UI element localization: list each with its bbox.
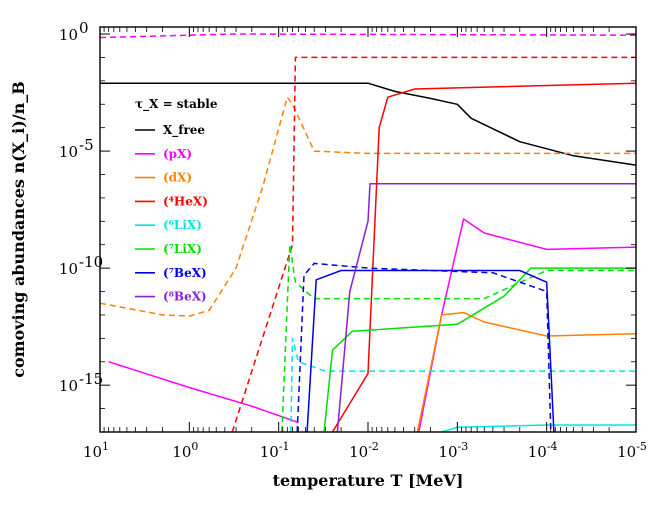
series-line-0-solid: [100, 82, 636, 166]
x-tick-labels: 101 100 10-1 10-2 10-3 10-4 10-5: [83, 440, 647, 461]
x-tick-label: 10-1: [260, 440, 290, 461]
series-line-1-dashed: [100, 33, 636, 39]
y-tick-label: 10: [59, 143, 78, 161]
x-tick-label: 10-4: [528, 440, 558, 461]
x-tick-label: 101: [83, 440, 109, 461]
y-tick-exponent: -5: [79, 136, 94, 154]
x-tick-exponent: 0: [191, 440, 198, 453]
y-tick-exponent: 0: [79, 19, 89, 37]
x-tick-exponent: -1: [279, 440, 290, 453]
series-line-14-solid: [336, 183, 636, 432]
y-tick-exponent: -10: [79, 253, 103, 271]
series-line-10-dashed: [281, 243, 636, 432]
x-tick-label: 10-2: [349, 440, 379, 461]
x-tick-exponent: -3: [458, 440, 469, 453]
series-line-2-solid: [108, 361, 299, 424]
legend-label: (pX): [163, 147, 192, 161]
axis-ticks: [99, 27, 637, 433]
series-line-3-solid: [418, 218, 636, 432]
x-tick-exponent: -4: [547, 440, 558, 453]
series-line-11-solid: [323, 267, 636, 432]
plot-lines: [100, 33, 636, 432]
series-line-13-solid: [306, 269, 555, 432]
legend-label: (⁶LiX): [163, 218, 202, 232]
series-line-4-dashed: [100, 96, 636, 317]
legend: τ_X = stable X_free (pX) (dX) (⁴HeX) (⁶LiX) (⁷…: [135, 97, 218, 304]
legend-label: (⁷BeX): [163, 266, 207, 280]
series-line-7-solid: [331, 82, 636, 432]
y-tick-label: 10: [59, 377, 78, 395]
legend-label: X_free: [163, 123, 205, 138]
legend-label: (⁴HeX): [163, 194, 208, 208]
series-line-9-solid: [441, 424, 636, 432]
y-axis-label: comoving abundances n(X_i)/n_B: [9, 81, 28, 378]
legend-label: (⁷LiX): [163, 242, 202, 256]
x-axis-label: temperature T [MeV]: [273, 471, 464, 490]
series-line-5-solid: [416, 311, 636, 432]
x-tick-label: 10-5: [617, 440, 647, 461]
legend-label: (⁸BeX): [163, 290, 207, 304]
series-line-6-dashed: [231, 56, 636, 432]
y-tick-label: 10: [59, 260, 78, 278]
series-line-8-dashed: [290, 337, 636, 432]
x-tick-exponent: -2: [368, 440, 379, 453]
y-tick-label: 10: [59, 26, 78, 44]
x-tick-exponent: -5: [636, 440, 647, 453]
legend-title: τ_X = stable: [135, 97, 218, 112]
x-tick-label: 10-3: [438, 440, 468, 461]
legend-label: (dX): [163, 171, 192, 185]
y-tick-exponent: -15: [79, 370, 103, 388]
x-tick-label: 100: [172, 440, 198, 461]
x-tick-exponent: 1: [102, 440, 109, 453]
